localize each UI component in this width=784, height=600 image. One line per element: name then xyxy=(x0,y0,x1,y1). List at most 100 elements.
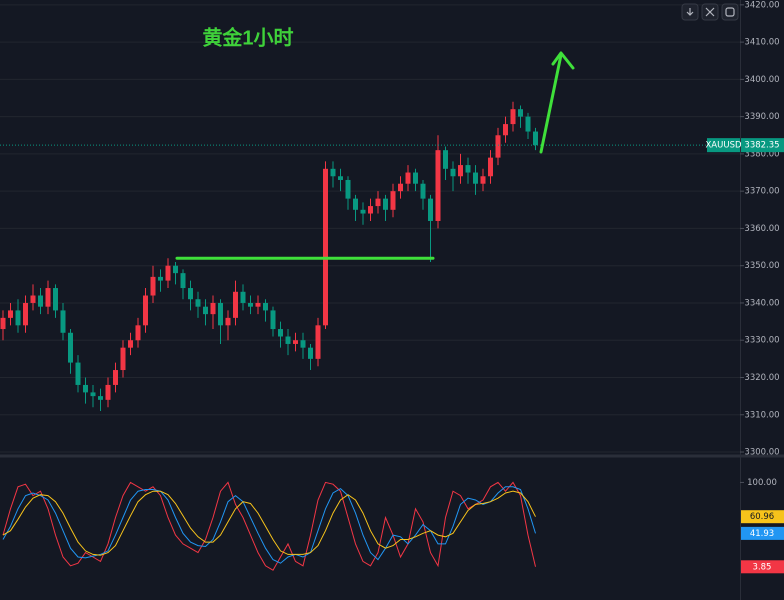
candle-body xyxy=(383,198,388,210)
symbol-tag: XAUUSD xyxy=(705,141,741,151)
candle-body xyxy=(503,124,508,136)
candle-body xyxy=(525,116,531,132)
y-tick-label: 3310.00 xyxy=(744,410,779,420)
candle-body xyxy=(338,176,343,180)
last-price-tag: 3382.35 xyxy=(744,141,779,151)
candle-body xyxy=(0,317,6,330)
y-tick-label: 3370.00 xyxy=(744,187,779,197)
y-tick-label: 3380.00 xyxy=(744,149,779,159)
candle-body xyxy=(188,288,193,300)
candle-body xyxy=(203,306,208,315)
candle-body xyxy=(368,206,373,214)
y-tick-label: 3300.00 xyxy=(744,448,779,458)
candle-body xyxy=(113,370,118,385)
candle-body xyxy=(285,336,291,344)
candle-body xyxy=(473,172,478,184)
candle-body xyxy=(158,276,163,281)
y-tick-label: 3410.00 xyxy=(744,38,779,48)
candle-body xyxy=(150,276,156,296)
candle-body xyxy=(53,288,58,311)
candle-body xyxy=(225,317,231,326)
candle-body xyxy=(75,362,81,385)
value-tag-bg xyxy=(741,510,784,524)
grid-layer xyxy=(0,4,740,453)
candle-body xyxy=(315,325,321,359)
trend-arrow xyxy=(539,51,575,154)
y-tick-label: 3320.00 xyxy=(744,373,779,383)
candle-body xyxy=(60,310,66,333)
oscillator-line xyxy=(2,486,536,564)
y-tick-label: 3360.00 xyxy=(744,224,779,234)
candle-body xyxy=(23,302,28,326)
candle-body xyxy=(68,332,73,363)
symbol-tag-bg xyxy=(707,138,740,153)
candle-body xyxy=(270,310,276,330)
candle-body xyxy=(510,109,516,125)
candle-body xyxy=(450,168,456,177)
arrow-shaft xyxy=(539,53,563,154)
y-tick-label: 3400.00 xyxy=(744,75,779,85)
candle-body xyxy=(435,150,441,221)
value-tag: 41.93 xyxy=(750,529,774,539)
candle-body xyxy=(30,295,36,303)
candle-body xyxy=(360,209,366,214)
candle-body xyxy=(143,295,148,326)
candle-body xyxy=(120,347,126,371)
candle-body xyxy=(128,340,133,348)
candle-body xyxy=(210,302,216,315)
candle-body xyxy=(15,310,21,326)
candle-body xyxy=(45,288,51,307)
candle-body xyxy=(165,265,171,281)
y-tick-label: 3340.00 xyxy=(744,298,779,308)
candle-body xyxy=(293,340,298,344)
candle-body xyxy=(443,150,448,169)
candle-body xyxy=(428,198,433,221)
candle-body xyxy=(180,273,186,289)
candle-body xyxy=(495,135,501,158)
candle-body xyxy=(458,165,463,177)
candle-body xyxy=(135,325,141,341)
candle-body xyxy=(345,179,351,199)
candle-body xyxy=(420,183,426,199)
y-tick-label: 100.00 xyxy=(747,478,777,488)
y-tick-label: 3390.00 xyxy=(744,112,779,122)
candle-body xyxy=(323,168,328,326)
labels-layer: 3300.00 3310.00 3320.00 3330.00 3340.00 3350.… xyxy=(705,0,784,574)
chart-title: 黄金1小时 xyxy=(202,25,293,49)
oscillator-line xyxy=(2,490,536,556)
candle-body xyxy=(248,302,253,307)
candle-body xyxy=(240,291,246,303)
candle-body xyxy=(413,172,418,184)
candle-body xyxy=(518,109,523,117)
settings-button[interactable] xyxy=(721,3,739,21)
value-tag-bg xyxy=(741,526,784,540)
candle-body xyxy=(263,302,268,311)
last-price-tag-bg xyxy=(741,138,784,153)
candle-body xyxy=(330,168,336,177)
candle-body xyxy=(308,347,313,359)
value-tag-bg xyxy=(741,560,784,574)
candle-body xyxy=(375,198,381,207)
candle-body xyxy=(405,172,411,184)
candle-body xyxy=(233,291,238,318)
candle-body xyxy=(83,384,88,393)
candle-body xyxy=(278,329,283,337)
candle-body xyxy=(390,191,396,210)
candle-body xyxy=(38,295,43,307)
value-tag: 3.85 xyxy=(753,562,772,572)
toolbar xyxy=(681,3,739,21)
candle-body xyxy=(195,299,201,307)
candle-body xyxy=(353,198,358,210)
collapse-button[interactable] xyxy=(681,3,699,21)
maximize-button[interactable] xyxy=(701,3,719,21)
candle-body xyxy=(300,340,306,348)
y-tick-label: 3330.00 xyxy=(744,336,779,346)
y-tick-label: 3350.00 xyxy=(744,261,779,271)
candle-body xyxy=(105,384,111,400)
candle-body xyxy=(488,157,493,177)
marks-layer xyxy=(0,101,740,571)
candle-body xyxy=(90,392,96,397)
candle-body xyxy=(218,302,223,326)
